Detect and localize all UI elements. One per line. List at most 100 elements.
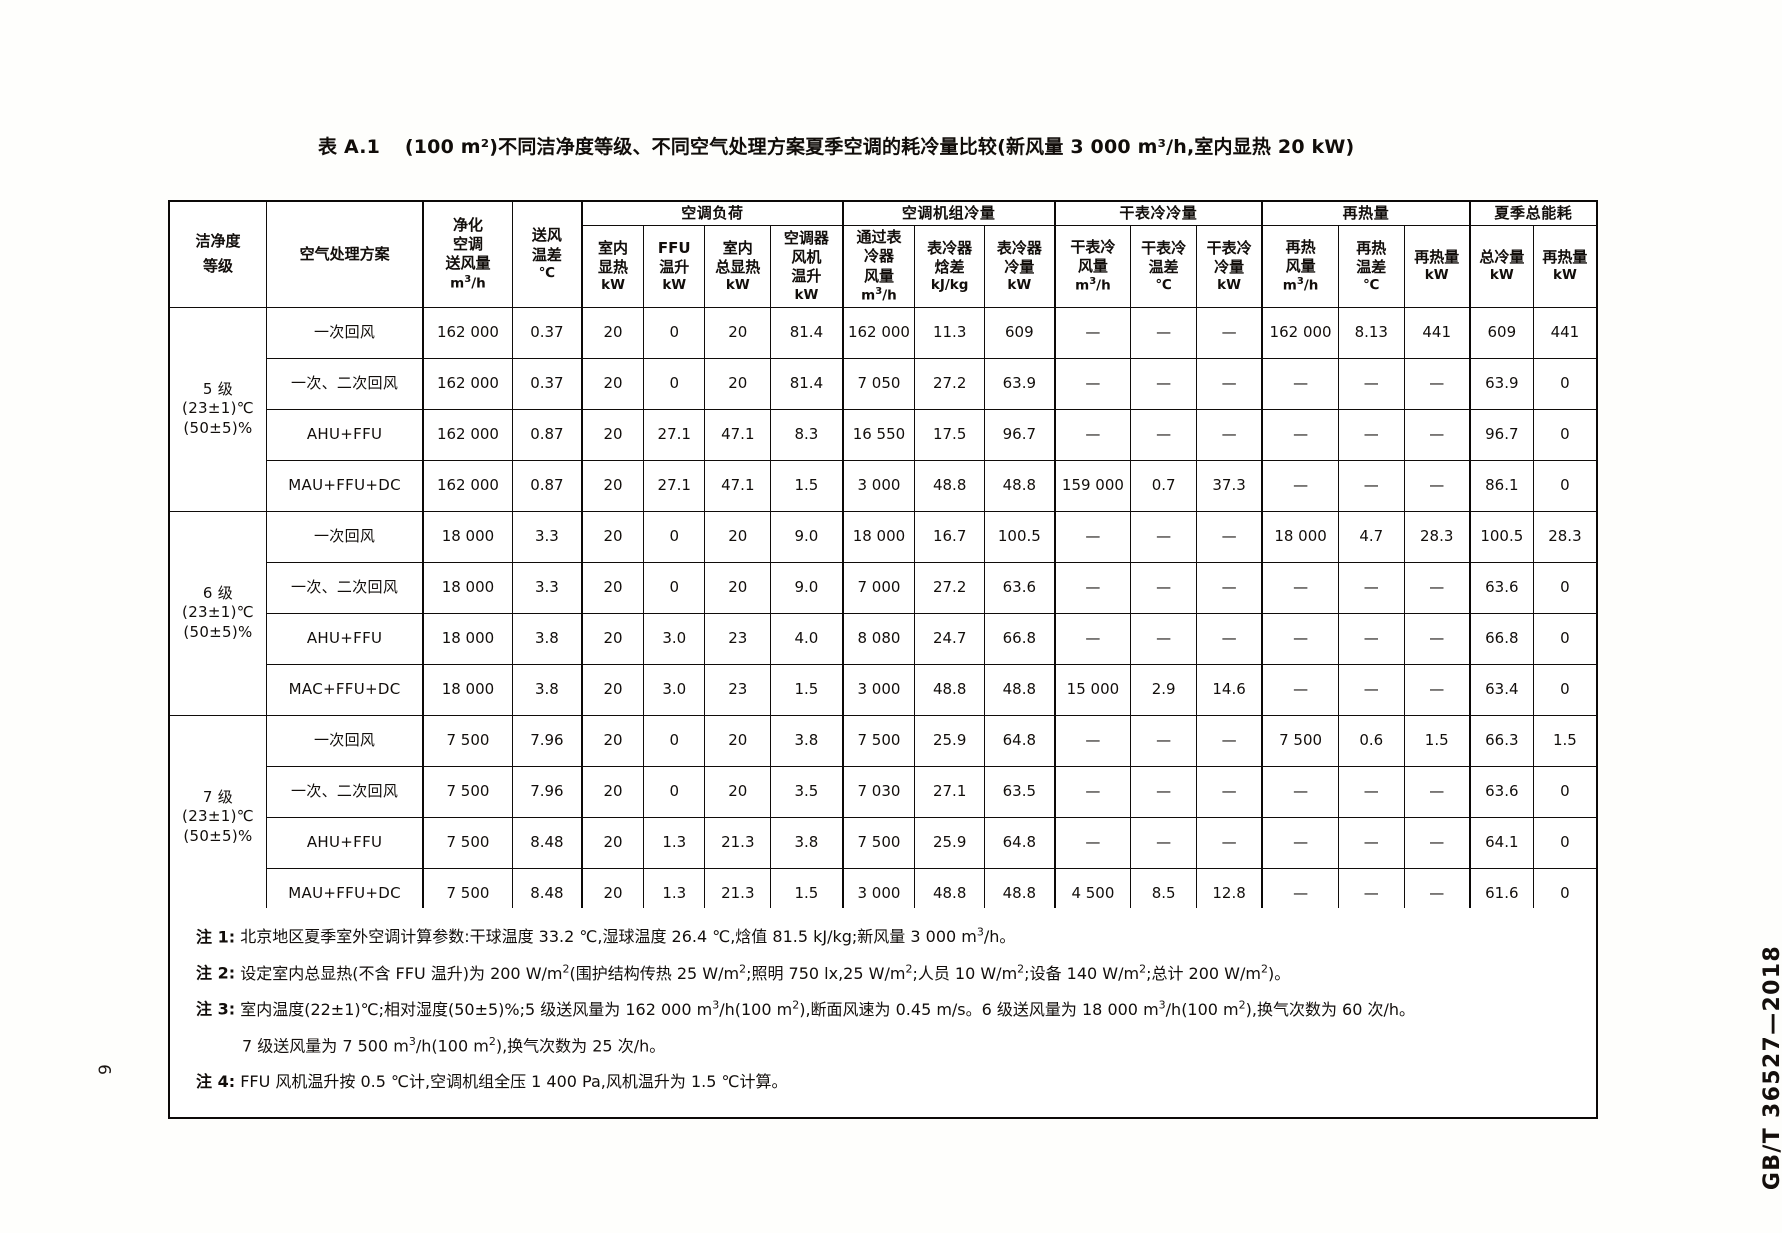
cell-value: — (1261, 357, 1339, 410)
note-continuation: 7 级送风量为 7 500 m3/h(100 m2),换气次数为 25 次/h。 (242, 1034, 666, 1056)
table-row: 5 级 (23±1)℃ (50±5)% 一次回风 162 000 0.37 20 0 20 81.… (168, 306, 1598, 512)
cell-value: 20 (581, 510, 645, 563)
note-text: FFU 风机温升按 0.5 ℃计,空调机组全压 1 400 Pa,风机温升为 1… (240, 1071, 788, 1091)
cell-value: 20 (704, 306, 772, 359)
table-row: 6 级 (23±1)℃ (50±5)% 一次回风 18 000 3.3 20 0 20 9.0 18… (168, 510, 1598, 716)
cell-value: 27.2 (914, 561, 986, 614)
cell-value: 0.37 (511, 357, 584, 410)
header-col-18: 再热量 kW (1532, 225, 1598, 308)
cell-value: 20 (581, 816, 645, 869)
group-header-ac-load: 空调负荷 (581, 200, 844, 227)
cell-value: — (1337, 561, 1405, 614)
cell-value: 0 (1532, 357, 1598, 410)
cell-value: — (1403, 612, 1471, 665)
cell-value: 20 (704, 765, 772, 818)
cell-value: — (1261, 408, 1339, 461)
group-header-dry-coil-cooling: 干表冷冷量 (1054, 200, 1264, 227)
cell-value: — (1403, 408, 1471, 461)
cell-value: — (1054, 561, 1132, 614)
cell-value: 7 500 (1261, 714, 1339, 767)
table-row: AHU+FFU 162 000 0.87 20 27.1 47.1 8.3 16 550 17.… (169, 408, 1598, 461)
header-cleanliness-level: 洁净度 等级 (168, 200, 267, 308)
cell-air-handling-scheme: MAU+FFU+DC (265, 459, 425, 512)
cell-value: — (1195, 816, 1264, 869)
cell-value: — (1130, 816, 1197, 869)
cell-value: — (1130, 357, 1197, 410)
cell-value: 64.1 (1469, 816, 1534, 869)
cell-cleanliness-level: 5 级 (23±1)℃ (50±5)% (168, 306, 267, 512)
group-header-ahu-cooling: 空调机组冷量 (842, 200, 1056, 227)
note-item: 注 1: 北京地区夏季室外空调计算参数:干球温度 33.2 ℃,湿球温度 26.… (196, 924, 1570, 950)
cell-value: — (1337, 408, 1405, 461)
cell-value: 8.3 (770, 408, 844, 461)
cell-value: 0.37 (511, 306, 584, 359)
cell-value: 20 (581, 765, 645, 818)
cell-value: — (1403, 765, 1471, 818)
cell-value: 48.8 (914, 459, 986, 512)
cell-value: 96.7 (1469, 408, 1534, 461)
cell-value: — (1130, 612, 1197, 665)
cell-value: 27.1 (914, 765, 986, 818)
header-col-4: 室内 显热 kW (581, 225, 645, 308)
cell-value: 162 000 (842, 306, 916, 359)
cell-value: — (1054, 765, 1132, 818)
cell-value: 37.3 (1195, 459, 1264, 512)
cell-value: — (1054, 357, 1132, 410)
cell-cleanliness-level: 7 级 (23±1)℃ (50±5)% (168, 714, 267, 921)
cell-value: 609 (1469, 306, 1534, 359)
cell-value: 7 500 (422, 816, 513, 869)
header-col-15: 再热 温差 ℃ (1337, 225, 1405, 308)
cell-value: — (1130, 306, 1197, 359)
cell-value: 0 (1532, 561, 1598, 614)
cell-air-handling-scheme: 一次回风 (265, 510, 425, 563)
cell-value: 3.0 (643, 612, 706, 665)
cell-value: 3 000 (842, 459, 916, 512)
cell-value: 25.9 (914, 816, 986, 869)
cell-value: 16 550 (842, 408, 916, 461)
cell-value: 63.4 (1469, 663, 1534, 716)
cell-value: — (1130, 765, 1197, 818)
cell-air-handling-scheme: AHU+FFU (265, 816, 425, 869)
header-subcolumn-row: 室内 显热 kW FFU 温升 kW 室内 总显热 kW 空调器 风机 温升 kW 通过表 冷器 风量 m3/h… (169, 225, 1598, 308)
cell-air-handling-scheme: AHU+FFU (265, 408, 425, 461)
cell-value: — (1337, 357, 1405, 410)
cell-value: 1.5 (770, 663, 844, 716)
note-item: 注 2: 设定室内总显热(不含 FFU 温升)为 200 W/m2(围护结构传热… (196, 960, 1570, 986)
cell-value: 63.9 (1469, 357, 1534, 410)
cell-value: 63.5 (984, 765, 1056, 818)
cell-value: 3.8 (511, 612, 584, 665)
cell-value: 27.2 (914, 357, 986, 410)
header-col-8: 通过表 冷器 风量 m3/h (842, 225, 916, 308)
cell-value: 48.8 (914, 663, 986, 716)
cell-value: — (1261, 459, 1339, 512)
cell-value: 0 (643, 357, 706, 410)
cell-value: 63.6 (984, 561, 1056, 614)
cell-value: 0.7 (1130, 459, 1197, 512)
note-label: 注 3: (196, 999, 236, 1019)
cell-value: 64.8 (984, 714, 1056, 767)
cell-value: 1.3 (643, 816, 706, 869)
cell-value: 23 (704, 612, 772, 665)
cell-value: 11.3 (914, 306, 986, 359)
cell-value: 20 (704, 510, 772, 563)
table-row: MAU+FFU+DC 162 000 0.87 20 27.1 47.1 1.5 3 000 4… (169, 459, 1598, 512)
cell-value: 7 500 (842, 714, 916, 767)
cell-value: — (1054, 816, 1132, 869)
caption-prefix: 表 A.1 (318, 136, 381, 158)
cell-value: 0.6 (1337, 714, 1405, 767)
cell-value: — (1130, 714, 1197, 767)
cell-value: 162 000 (422, 306, 513, 359)
page-number: 9 (96, 1063, 116, 1075)
cell-value: 0.87 (511, 459, 584, 512)
note-label: 注 4: (196, 1071, 236, 1091)
cell-value: 100.5 (984, 510, 1056, 563)
header-col-13: 干表冷 冷量 kW (1195, 225, 1264, 308)
cell-value: 18 000 (422, 561, 513, 614)
cell-value: 3.8 (770, 816, 844, 869)
cell-value: — (1054, 612, 1132, 665)
header-col-12: 干表冷 温差 ℃ (1130, 225, 1197, 308)
cell-value: 28.3 (1403, 510, 1471, 563)
header-supply-air-temp-diff: 送风 温差 ℃ (511, 200, 584, 308)
cell-value: 20 (581, 306, 645, 359)
cell-value: 2.9 (1130, 663, 1197, 716)
